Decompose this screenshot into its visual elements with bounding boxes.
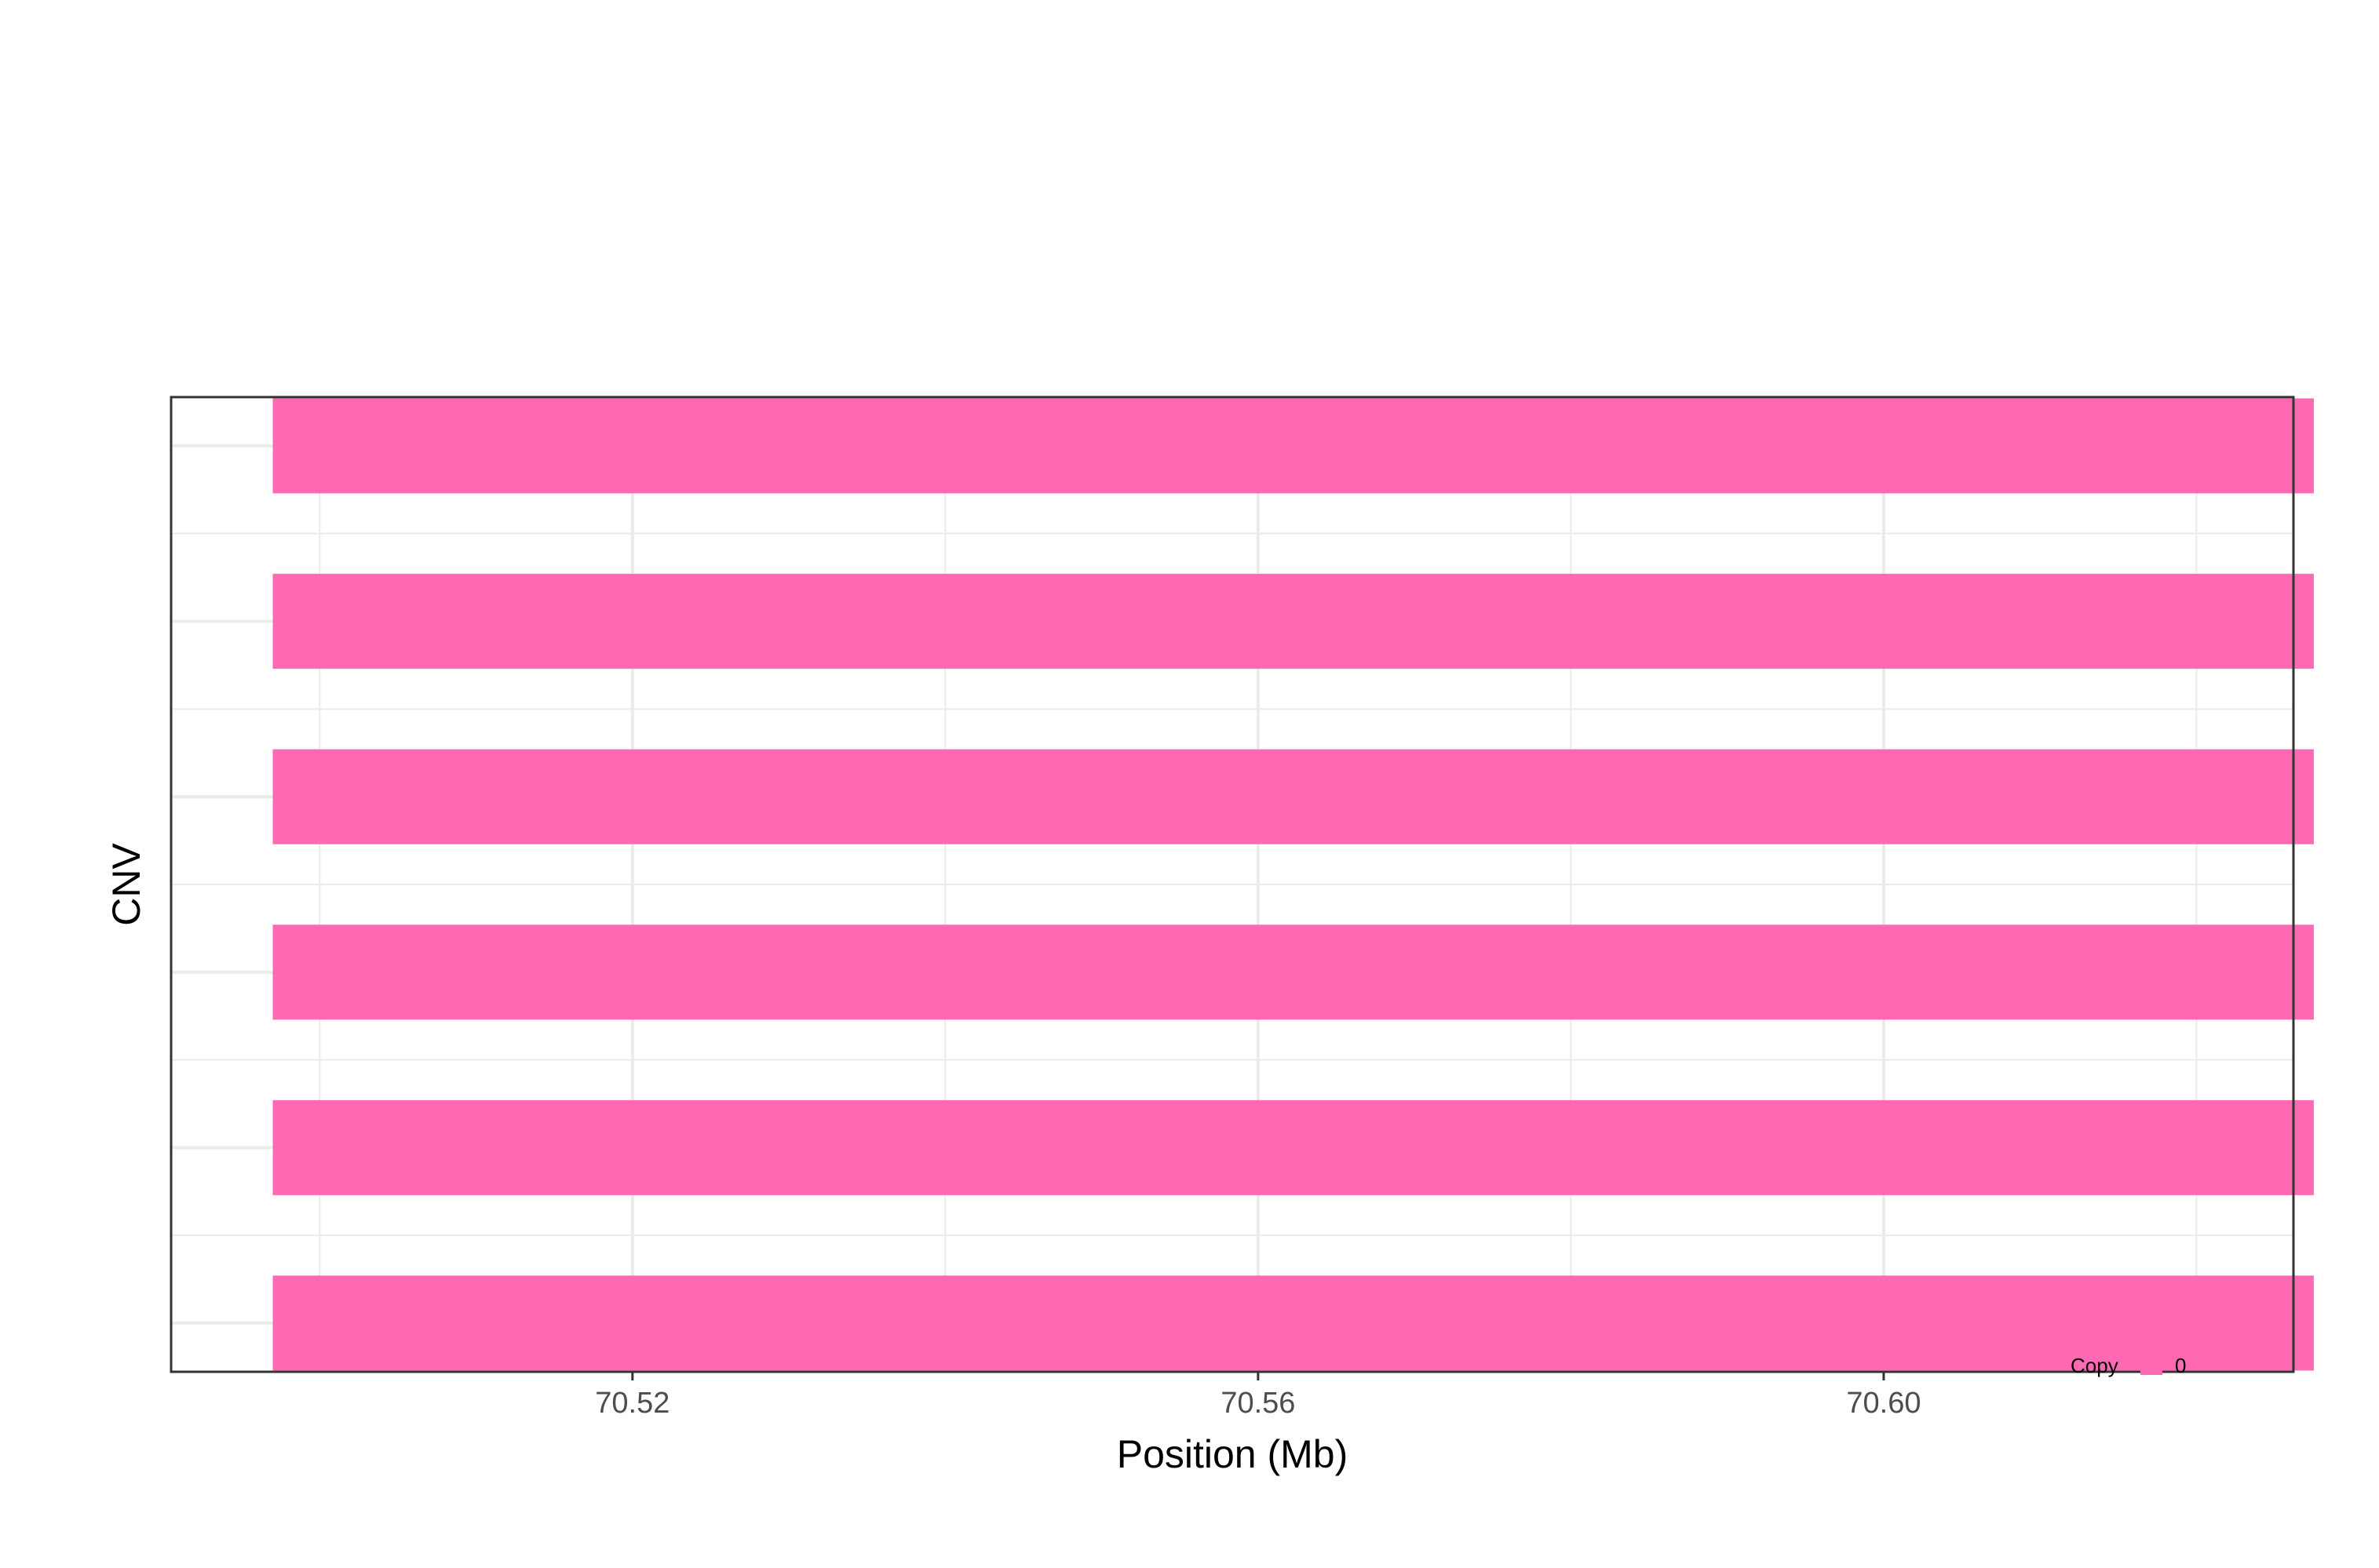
x-tick-label: 70.52 bbox=[595, 1387, 670, 1420]
cnv-bar bbox=[272, 924, 2314, 1020]
legend-key-0 bbox=[2140, 1353, 2162, 1375]
cnv-bar bbox=[272, 398, 2314, 494]
cnv-bar bbox=[272, 1099, 2314, 1195]
panel-border bbox=[170, 396, 2295, 1373]
cnv-bar bbox=[272, 749, 2314, 844]
legend-label-0: 0 bbox=[2175, 1354, 2186, 1377]
cnv-bars bbox=[272, 398, 2314, 1371]
cnv-bar bbox=[272, 574, 2314, 669]
x-axis-title: Position (Mb) bbox=[1117, 1432, 1348, 1476]
cnv-bar bbox=[272, 1275, 2314, 1371]
legend-title: Copy bbox=[2071, 1354, 2118, 1377]
x-axis-ticks: 70.52 70.56 70.60 bbox=[595, 1372, 1921, 1420]
x-tick-label: 70.60 bbox=[1846, 1387, 1921, 1420]
y-axis-title: CNV bbox=[104, 843, 148, 926]
legend: Copy 0 bbox=[2071, 1353, 2186, 1377]
x-tick-label: 70.56 bbox=[1221, 1387, 1295, 1420]
grid-lines bbox=[171, 397, 2293, 1372]
